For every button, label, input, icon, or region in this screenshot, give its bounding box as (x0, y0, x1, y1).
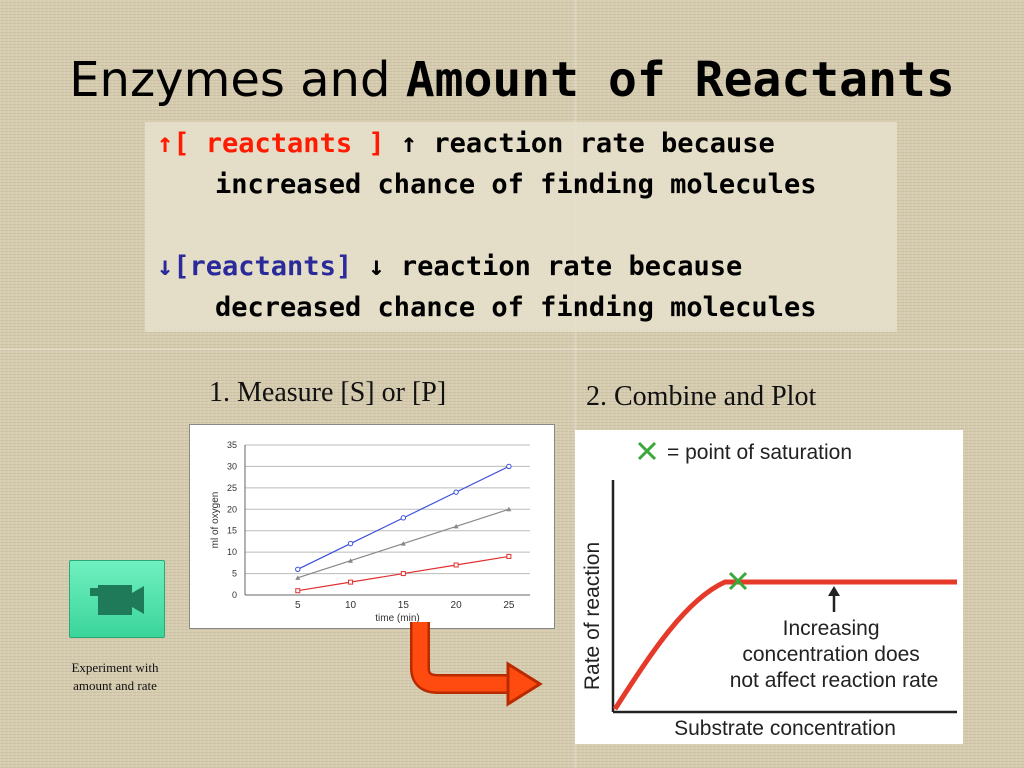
y-tick-label: 5 (232, 569, 237, 579)
oxygen-time-chart: 0 5 10 15 20 25 30 35 5 10 15 20 25 time (min) ml of o… (189, 424, 555, 629)
step2-caption: 2. Combine and Plot (586, 381, 817, 412)
y-tick-label: 15 (227, 526, 237, 536)
data-point (348, 558, 354, 563)
saturation-chart: = point of saturation Rate of reaction S… (575, 430, 963, 744)
title-light: Enzymes and (69, 52, 406, 108)
x-tick-label: 10 (345, 600, 357, 611)
data-point (506, 506, 512, 512)
up-arrow-icon: ↑ (400, 128, 418, 159)
bullet-1-highlight: [ reactants ] (173, 128, 385, 159)
bullet-box: ↑[ reactants ] ↑ reaction rate because i… (145, 122, 897, 332)
bullet-2-rest: reaction rate because (384, 251, 743, 282)
bullet-2-continuation: decreased chance of finding molecules (215, 292, 817, 323)
up-arrow-icon (828, 586, 840, 612)
y-tick-label: 25 (227, 483, 237, 493)
slide-title: Enzymes and Amount of Reactants (0, 52, 1024, 108)
video-camera-icon (90, 585, 144, 615)
data-point (295, 566, 301, 572)
annotation-line-2: concentration does (742, 643, 919, 666)
x-tick-label: 5 (295, 600, 301, 611)
x-tick-label: 25 (503, 600, 515, 611)
data-point (400, 515, 407, 521)
x-axis-label: Substrate concentration (674, 717, 896, 740)
oxygen-time-plot: 0 5 10 15 20 25 30 35 5 10 15 20 25 time (min) ml of o… (210, 440, 530, 624)
saturation-plot: = point of saturation Rate of reaction S… (581, 441, 957, 740)
data-point (453, 489, 459, 495)
data-point (348, 579, 354, 585)
data-point (400, 541, 406, 546)
legend-text: = point of saturation (667, 441, 852, 464)
combine-arrow-icon (410, 622, 543, 707)
y-tick-label: 10 (227, 547, 237, 557)
saturation-point-marker (728, 571, 748, 591)
y-tick-label: 0 (232, 590, 237, 600)
data-point (347, 540, 354, 547)
y-tick-label: 20 (227, 504, 237, 514)
bullet-1-rest: reaction rate because (417, 128, 775, 159)
video-label-line-2: amount and rate (73, 678, 157, 693)
down-arrow-icon: ↓ (157, 251, 174, 282)
video-label: Experiment with amount and rate (45, 659, 185, 695)
down-arrow-icon: ↓ (368, 251, 385, 282)
rate-curve (612, 579, 957, 711)
data-point (453, 562, 459, 568)
y-tick-label: 30 (227, 461, 237, 471)
title-bold: Amount of Reactants (405, 52, 955, 108)
data-point (295, 575, 301, 580)
data-point (453, 523, 459, 529)
bullet-1: ↑[ reactants ] ↑ reaction rate because (157, 128, 775, 159)
bullet-1-continuation: increased chance of finding molecules (215, 169, 817, 200)
y-tick-label: 35 (227, 440, 237, 450)
video-play-button[interactable] (69, 560, 165, 638)
annotation-text: Increasing concentration does not affect… (730, 617, 939, 692)
bullet-2: ↓[reactants] ↓ reaction rate because (157, 251, 742, 282)
step1-caption: 1. Measure [S] or [P] (209, 377, 447, 408)
y-axis-label: ml of oxygen (210, 492, 221, 549)
y-axis-label: Rate of reaction (581, 542, 604, 690)
data-point (295, 588, 301, 594)
bullet-2-highlight: [reactants] (173, 251, 353, 282)
data-point (400, 571, 406, 577)
data-point (506, 463, 512, 470)
up-arrow-icon: ↑ (157, 128, 174, 159)
video-label-line-1: Experiment with (71, 660, 159, 675)
x-tick-label: 20 (451, 600, 463, 611)
x-tick-label: 15 (398, 600, 410, 611)
annotation-line-1: Increasing (783, 617, 880, 640)
annotation-line-3: not affect reaction rate (730, 669, 939, 692)
x-mark-icon (637, 441, 657, 461)
data-point (506, 553, 512, 559)
x-axis-label: time (min) (375, 613, 419, 624)
